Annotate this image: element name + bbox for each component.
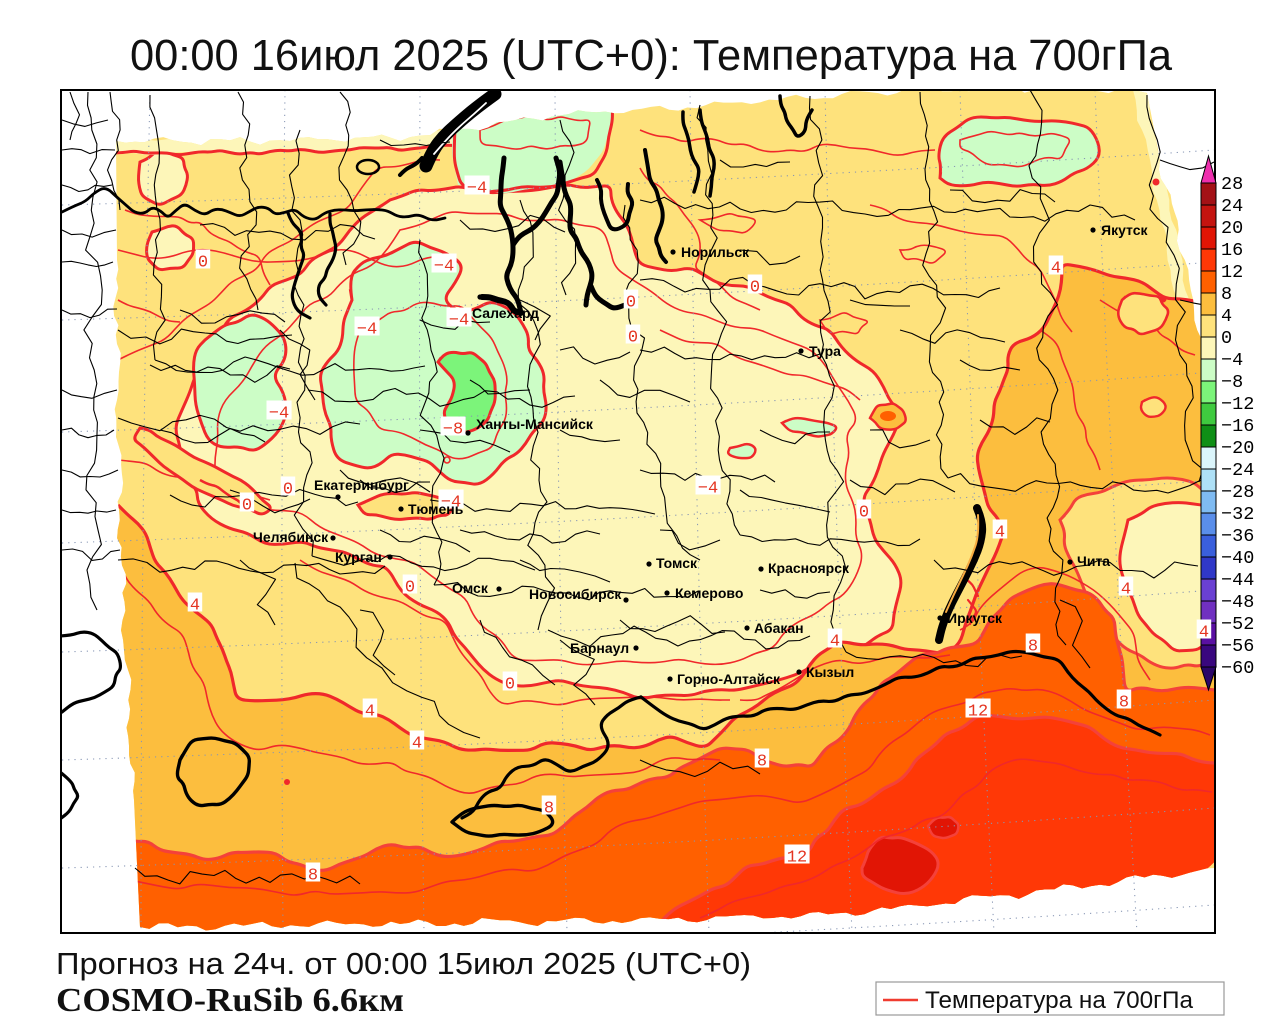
- svg-text:−4: −4: [434, 258, 454, 277]
- svg-text:Омск: Омск: [452, 580, 489, 596]
- svg-text:0: 0: [1221, 328, 1232, 349]
- svg-text:4: 4: [1051, 260, 1061, 279]
- svg-text:−4: −4: [441, 494, 461, 513]
- svg-text:−20: −20: [1221, 438, 1254, 459]
- svg-text:4: 4: [365, 703, 375, 722]
- svg-text:Барнаул: Барнаул: [570, 640, 629, 656]
- svg-text:Новосибирск: Новосибирск: [529, 586, 622, 602]
- svg-text:0: 0: [505, 676, 515, 695]
- svg-text:Екатеринбург: Екатеринбург: [314, 477, 409, 493]
- svg-text:−40: −40: [1221, 548, 1254, 569]
- svg-text:−32: −32: [1221, 504, 1254, 525]
- svg-text:Тура: Тура: [809, 343, 841, 359]
- svg-text:12: 12: [968, 703, 988, 722]
- svg-text:16: 16: [1221, 240, 1243, 261]
- svg-text:Ханты-Мансийск: Ханты-Мансийск: [476, 416, 594, 432]
- svg-text:4: 4: [1199, 624, 1209, 643]
- svg-text:−44: −44: [1221, 570, 1254, 591]
- svg-text:−56: −56: [1221, 636, 1254, 657]
- svg-text:Прогноз на 24ч. от 00:00 15июл: Прогноз на 24ч. от 00:00 15июл 2025 (UTC…: [56, 946, 751, 981]
- svg-text:8: 8: [1221, 284, 1232, 305]
- svg-text:−12: −12: [1221, 394, 1254, 415]
- svg-text:0: 0: [628, 329, 638, 348]
- svg-text:4: 4: [1121, 581, 1131, 600]
- svg-text:−4: −4: [357, 321, 377, 340]
- svg-text:Красноярск: Красноярск: [768, 560, 850, 576]
- svg-text:0: 0: [405, 579, 415, 598]
- svg-text:0: 0: [198, 254, 208, 273]
- svg-text:12: 12: [1221, 262, 1243, 283]
- svg-text:−4: −4: [1221, 350, 1243, 371]
- svg-text:Иркутск: Иркутск: [947, 610, 1003, 626]
- svg-text:4: 4: [190, 597, 200, 616]
- svg-text:Кызыл: Кызыл: [806, 664, 854, 680]
- svg-text:Томск: Томск: [656, 555, 698, 571]
- svg-text:8: 8: [757, 753, 767, 772]
- svg-text:−4: −4: [449, 312, 469, 331]
- svg-text:8: 8: [308, 867, 318, 886]
- svg-text:Якутск: Якутск: [1101, 222, 1148, 238]
- svg-text:Кемерово: Кемерово: [675, 585, 743, 601]
- svg-text:−52: −52: [1221, 614, 1254, 635]
- svg-text:Салехард: Салехард: [472, 305, 539, 321]
- svg-text:8: 8: [1119, 694, 1129, 713]
- svg-text:Абакан: Абакан: [754, 620, 804, 636]
- svg-text:−4: −4: [269, 405, 289, 424]
- svg-text:COSMO-RuSib 6.6км: COSMO-RuSib 6.6км: [56, 982, 404, 1019]
- svg-text:Курган: Курган: [335, 549, 382, 565]
- svg-text:−16: −16: [1221, 416, 1254, 437]
- svg-text:−4: −4: [467, 180, 487, 199]
- svg-text:−8: −8: [443, 421, 463, 440]
- svg-text:4: 4: [412, 735, 422, 754]
- svg-text:−4: −4: [698, 480, 718, 499]
- svg-text:−28: −28: [1221, 482, 1254, 503]
- svg-text:8: 8: [1028, 638, 1038, 657]
- svg-text:−48: −48: [1221, 592, 1254, 613]
- svg-text:Норильск: Норильск: [681, 244, 750, 260]
- svg-text:4: 4: [1221, 306, 1232, 327]
- svg-text:−36: −36: [1221, 526, 1254, 547]
- svg-text:Тюмень: Тюмень: [408, 501, 464, 517]
- svg-text:Чита: Чита: [1077, 553, 1110, 569]
- svg-text:−60: −60: [1221, 658, 1254, 679]
- svg-text:4: 4: [830, 633, 840, 652]
- svg-text:00:00 16июл 2025 (UTC+0): Темп: 00:00 16июл 2025 (UTC+0): Температура на…: [130, 31, 1173, 80]
- svg-text:Челябинск: Челябинск: [253, 529, 329, 545]
- svg-text:0: 0: [750, 279, 760, 298]
- svg-text:−24: −24: [1221, 460, 1254, 481]
- svg-text:20: 20: [1221, 218, 1243, 239]
- svg-text:4: 4: [995, 524, 1005, 543]
- svg-text:12: 12: [787, 849, 807, 868]
- svg-text:0: 0: [859, 504, 869, 523]
- svg-text:8: 8: [544, 800, 554, 819]
- svg-text:Горно-Алтайск: Горно-Алтайск: [677, 671, 781, 687]
- svg-text:0: 0: [626, 294, 636, 313]
- svg-text:Температура на 700гПа: Температура на 700гПа: [925, 987, 1194, 1014]
- svg-text:0: 0: [283, 481, 293, 500]
- svg-text:24: 24: [1221, 196, 1243, 217]
- svg-text:0: 0: [242, 497, 252, 516]
- svg-text:−8: −8: [1221, 372, 1243, 393]
- svg-text:28: 28: [1221, 174, 1243, 195]
